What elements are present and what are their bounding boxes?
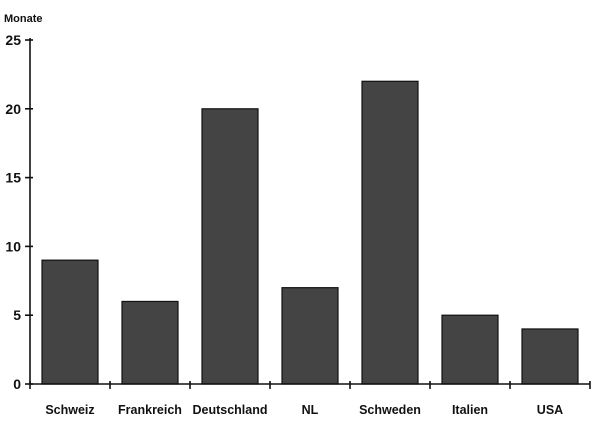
y-tick-label: 10: [5, 238, 21, 254]
y-tick-label: 20: [5, 101, 21, 117]
category-label: Frankreich: [118, 403, 182, 417]
y-tick-label: 25: [5, 32, 21, 48]
bar-nl: [281, 287, 339, 385]
bar-deutschland: [201, 108, 259, 385]
y-axis-label: Monate: [4, 13, 43, 25]
category-label: NL: [302, 403, 319, 417]
bar-schweden: [361, 80, 419, 385]
bar-schweiz: [41, 259, 99, 385]
category-label: Italien: [452, 403, 488, 417]
bar-frankreich: [121, 300, 179, 385]
category-label: USA: [537, 403, 563, 417]
bar-italien: [441, 314, 499, 385]
category-label: Deutschland: [192, 403, 267, 417]
y-tick-label: 0: [13, 376, 21, 392]
bars: [41, 80, 579, 385]
category-label: Schweiz: [45, 403, 94, 417]
bar-usa: [521, 328, 579, 385]
category-label: Schweden: [359, 403, 421, 417]
y-tick-label: 15: [5, 170, 21, 186]
y-axis-ticks: 0 5 10 15 20 25: [5, 32, 33, 392]
y-tick-label: 5: [13, 307, 21, 323]
x-axis-ticks: [29, 381, 591, 389]
category-labels: Schweiz Frankreich Deutschland NL Schweden It…: [45, 403, 563, 417]
